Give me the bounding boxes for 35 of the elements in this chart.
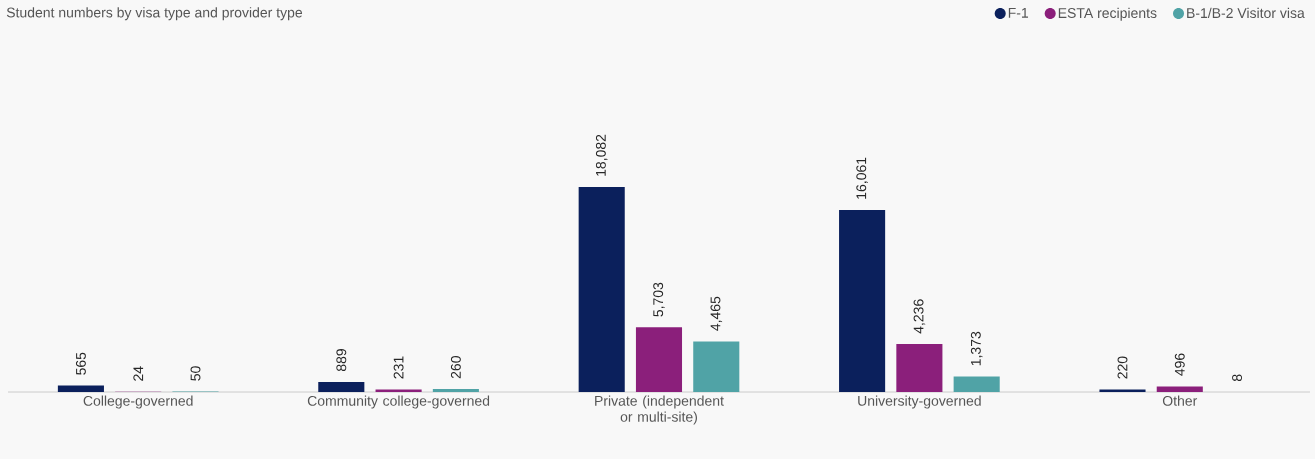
x-tick-label: University-governed	[858, 395, 981, 409]
bar	[57, 385, 104, 392]
data-label: 8	[1232, 374, 1243, 382]
data-label: 496	[1174, 353, 1185, 376]
bar	[693, 341, 740, 392]
bar	[839, 209, 886, 392]
bar	[1156, 386, 1203, 392]
data-label: 5,703	[653, 282, 665, 317]
data-label: 4,465	[710, 296, 723, 331]
bar	[953, 376, 1000, 392]
x-tick-label: Other	[1162, 395, 1198, 406]
bar	[896, 343, 943, 392]
bar	[578, 187, 625, 392]
x-tick-label: College-governed	[83, 395, 193, 409]
data-label: 4,236	[913, 299, 926, 334]
legend-label: B-1/B-2 Visitor visa	[1187, 7, 1305, 19]
legend-label: ESTA recipients	[1058, 7, 1157, 21]
chart-title: Student numbers by visa type and provider type	[6, 7, 303, 21]
bar	[318, 381, 365, 392]
bar	[432, 389, 479, 392]
data-label: 16,061	[856, 157, 868, 199]
x-tick-label: Community college-governed	[307, 395, 490, 409]
data-label: 889	[336, 349, 347, 372]
data-label: 231	[393, 356, 404, 379]
data-label: 24	[133, 366, 144, 381]
bar	[635, 327, 683, 392]
x-tick-label: Private (independent or multi-site)	[595, 395, 724, 425]
data-label: 1,373	[970, 331, 983, 366]
data-label: 565	[75, 352, 86, 375]
data-label: 260	[450, 356, 461, 379]
legend-label: F-1	[1008, 8, 1029, 18]
bar	[375, 389, 422, 392]
data-label: 50	[190, 366, 201, 381]
data-label: 18,082	[595, 134, 608, 176]
data-label: 220	[1117, 356, 1128, 379]
